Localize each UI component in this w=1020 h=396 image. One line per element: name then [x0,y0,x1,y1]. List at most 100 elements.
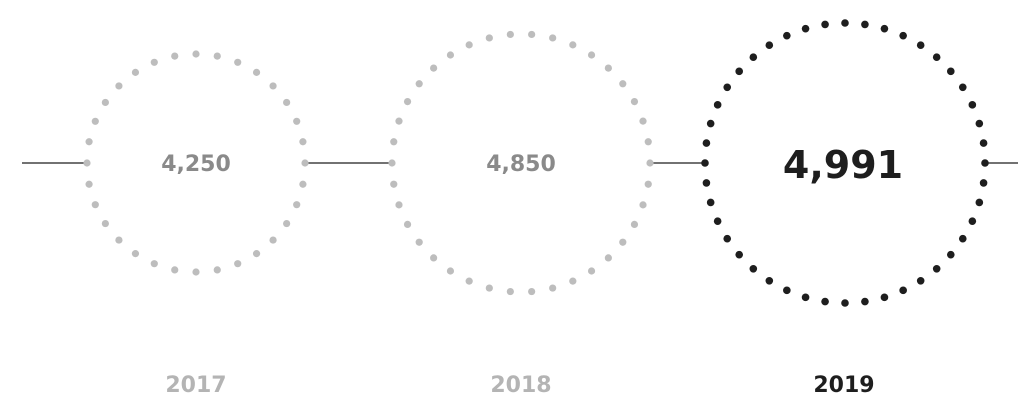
dotted-circle-2017-dot [213,266,221,274]
dotted-circle-2018-dot [644,138,652,146]
dotted-circle-2018-dot [528,287,536,296]
dotted-circle-2019-dot [783,286,791,295]
dotted-circle-2017-dot [101,219,109,228]
dotted-circle-2017-dot [85,180,93,188]
dotted-circle-2017-dot [101,98,109,107]
dotted-circle-2019-dot [723,83,732,92]
milestone-2018: 4,850 2018 [388,30,654,396]
dotted-circle-2019-dot [801,293,810,302]
dotted-circle-2018-dot [587,51,596,59]
dotted-circle-2017-dot [131,68,140,76]
dotted-circle-2019-dot [723,234,732,243]
dotted-circle-2019-dot [968,101,977,109]
dotted-circle-2019-dot [899,31,907,40]
dotted-circle-2018 [388,30,654,296]
dotted-circle-2019-dot [975,119,984,128]
dotted-circle-2017-dot [115,236,123,244]
dotted-circle-2018-dot [388,159,396,167]
dotted-circle-2017-dot [131,250,140,258]
dotted-circle-2018-dot [395,201,403,209]
dotted-circle-2019-dot [899,286,907,295]
dotted-circle-2017-dot [283,219,291,228]
dotted-circle-2019-dot [932,53,941,61]
milestone-year-2019: 2019 [813,373,874,396]
dotted-circle-2018-dot [390,138,398,146]
dotted-circle-2019-dot [841,19,849,27]
dotted-circle-2018-dot [639,201,647,209]
dotted-circle-2018-dot [528,30,536,39]
dotted-circle-2018-dot [395,117,403,125]
dotted-circle-2019-dot [958,234,967,243]
dotted-circle-2018-dot [485,284,493,292]
milestone-value-2017: 4,250 [161,152,231,177]
dotted-circle-2018-dot [465,277,473,285]
dotted-circle-2017-dot [252,68,261,76]
dotted-circle-2019-dot [765,41,774,50]
dotted-circle-2017-dot [269,236,277,244]
dotted-circle-2018-dot [465,41,473,49]
dotted-circle-2019-dot [735,250,743,259]
dotted-circle-2018-dot [646,159,654,167]
dotted-circle-2018-dot [430,254,438,262]
dotted-circle-2017-dot [234,58,242,66]
dotted-circle-2019-dot [958,83,967,92]
dotted-circle-2019-dot [916,276,925,285]
dotted-circle-2019-dot [765,276,774,285]
dotted-circle-2019-dot [947,67,955,76]
dotted-circle-2017-dot [299,138,307,146]
dotted-circle-2017-dot [269,82,277,90]
dotted-circle-2018-dot [630,220,639,228]
dotted-circle-2019-dot [706,198,715,207]
dotted-circle-2019-dot [701,159,709,167]
dotted-circle-2019-dot [947,250,955,259]
milestone-year-2018: 2018 [490,373,551,396]
dotted-circle-2018-dot [390,180,398,188]
dotted-circle-2017-dot [293,117,301,125]
dotted-circle-2017-dot [283,98,291,107]
dotted-circle-2018-dot [415,238,423,246]
dotted-circle-2019-dot [979,179,988,187]
dotted-circle-2018-dot [506,30,514,39]
dotted-circle-2018-dot [415,80,423,88]
dotted-circle-2017-dot [150,58,158,66]
dotted-circle-2019-dot [861,20,869,29]
dotted-circle-2019-dot [861,297,869,306]
dotted-circle-2017-dot [299,180,307,188]
dotted-circle-2019-dot [735,67,743,76]
dotted-circle-2019-dot [975,198,984,207]
dotted-circle-2017-dot [83,159,91,167]
dotted-circle-2018-dot [446,267,455,275]
dotted-circle-2019-dot [880,293,889,302]
milestone-value-2019: 4,991 [783,143,903,187]
dotted-circle-2018-dot [403,98,412,106]
dotted-circle-2019 [701,19,989,307]
dotted-circle-2018-dot [485,34,493,42]
dotted-circle-2018-dot [569,277,577,285]
dotted-circle-2019-dot [821,20,829,29]
dotted-circle-2017-dot [91,201,99,209]
dotted-circle-2019-dot [880,24,889,33]
dotted-circle-2017-dot [171,52,179,60]
dotted-circle-2017-dot [115,82,123,90]
dotted-circle-2019-dot [979,139,988,147]
dotted-circle-2019-dot [783,31,791,40]
dotted-circle-2018-dot [430,64,438,72]
dotted-circle-2017-dot [301,159,309,167]
dotted-circle-2019-dot [713,101,722,109]
dotted-circle-2019-dot [841,299,849,307]
dotted-circle-2019-dot [706,119,715,128]
dotted-circle-2019-dot [821,297,829,306]
dotted-circle-2017-dot [234,260,242,268]
dotted-circle-2019-dot [702,139,711,147]
dotted-circle-2017-dot [192,268,200,276]
dotted-circle-2018-dot [630,98,639,106]
dotted-circle-2019-dot [932,265,941,273]
dotted-circle-2018-dot [549,34,557,42]
dotted-circle-2019-dot [801,24,810,33]
dotted-circle-2018-dot [446,51,455,59]
dotted-circle-2017-dot [85,138,93,146]
dotted-circle-2018-dot [619,238,627,246]
dotted-circle-2018-dot [604,254,612,262]
dotted-circle-2018-dot [604,64,612,72]
dotted-circle-2019-dot [749,265,758,273]
